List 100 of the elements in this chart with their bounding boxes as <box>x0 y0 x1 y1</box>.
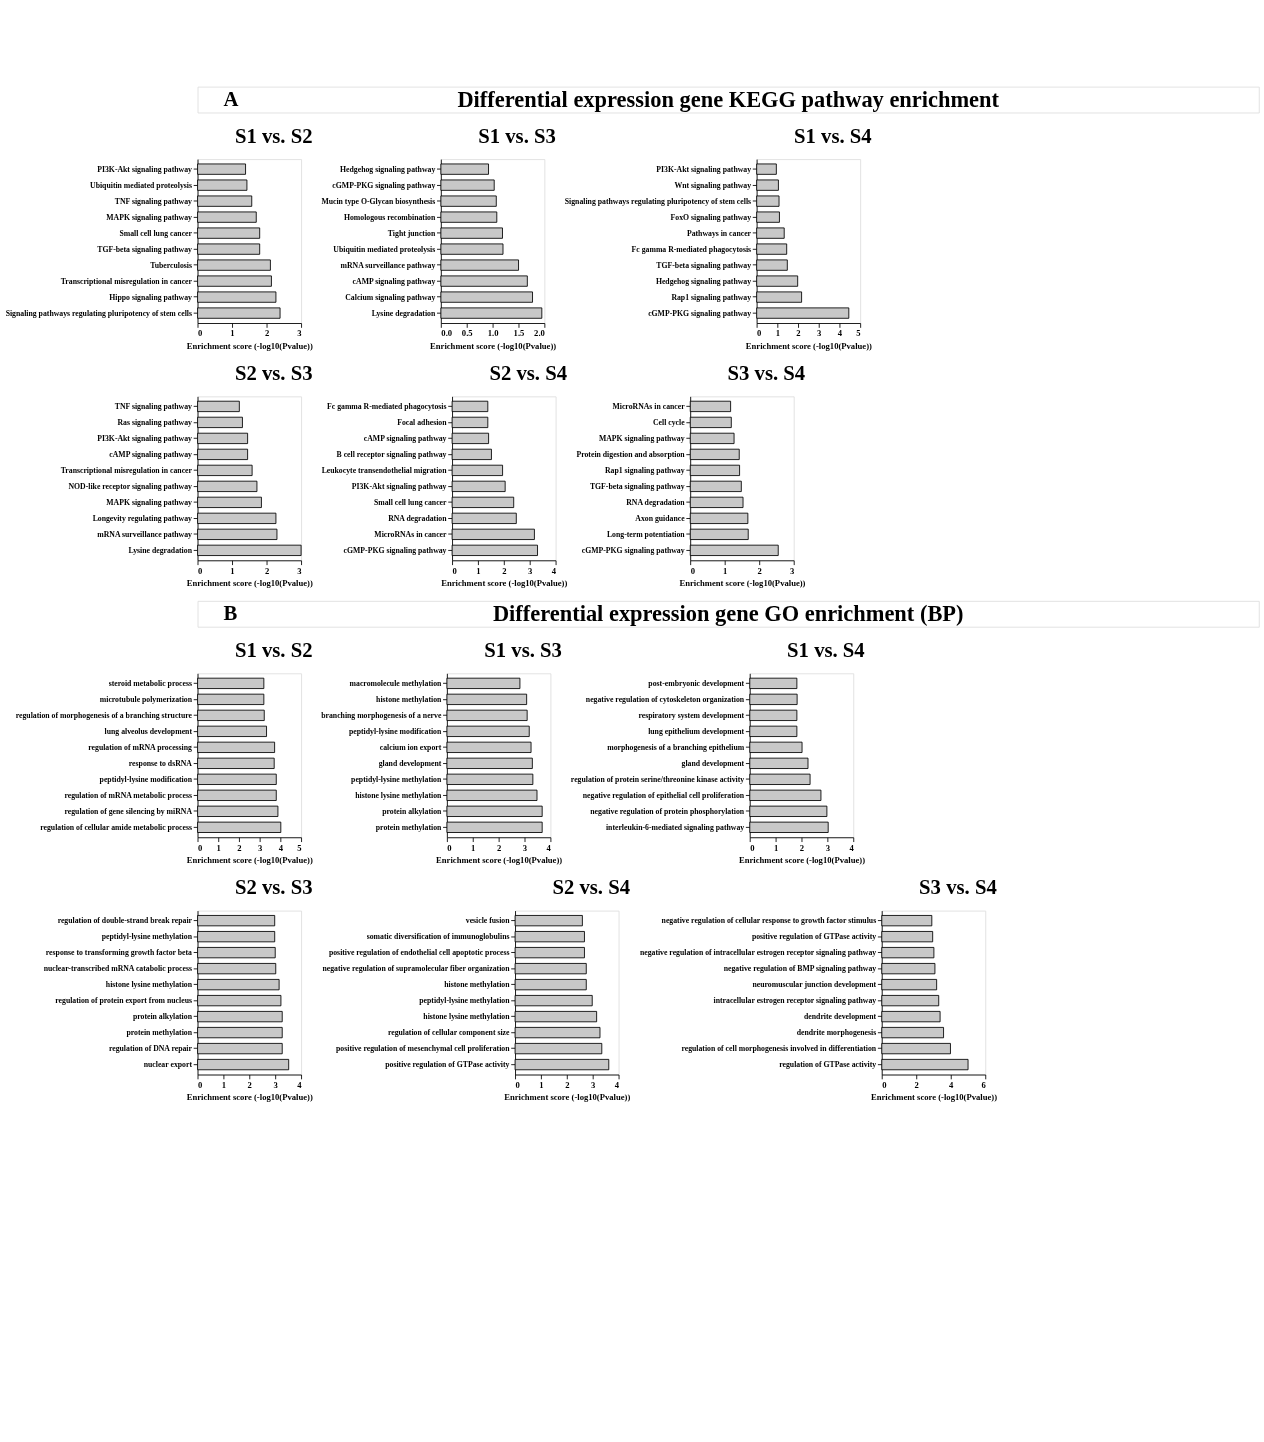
x-tick-label: 1 <box>539 1079 544 1090</box>
x-tick-label: 2 <box>237 842 242 853</box>
y-tick-label: gland development <box>681 758 745 768</box>
y-tick-label: regulation of cellular amide metabolic process <box>40 822 192 832</box>
x-tick-label: 3 <box>789 565 795 576</box>
x-tick-label: 3 <box>273 1079 279 1090</box>
x-tick-label: 0 <box>198 1079 203 1090</box>
y-tick-label: dendrite development <box>804 1012 877 1022</box>
x-axis-title: Enrichment score (-log10(Pvalue)) <box>436 854 563 865</box>
y-tick-label: Long-term potentiation <box>606 529 686 539</box>
y-tick-label: histone lysine methylation <box>105 980 193 990</box>
y-tick-label: peptidyl-lysine methylation <box>419 996 511 1006</box>
x-axis-title: Enrichment score (-log10(Pvalue)) <box>679 577 806 588</box>
x-tick-label: 2 <box>502 565 507 576</box>
y-tick-label: TGF-beta signaling pathway <box>589 481 685 491</box>
chart-title: S1 vs. S3 <box>478 124 556 147</box>
x-axis-title: Enrichment score (-log10(Pvalue)) <box>186 1092 313 1103</box>
x-tick-label: 3 <box>522 842 528 853</box>
y-tick-label: PI3K-Akt signaling pathway <box>97 164 193 174</box>
x-tick-label: 0 <box>515 1079 520 1090</box>
chart-title: S2 vs. S3 <box>234 876 313 899</box>
x-tick-label: 0 <box>198 842 203 853</box>
y-tick-label: Tuberculosis <box>150 260 192 270</box>
y-tick-label: dendrite morphogenesis <box>796 1028 877 1038</box>
y-tick-label: Tight junction <box>387 228 436 238</box>
x-tick-label: 5 <box>297 842 302 853</box>
x-tick-label: 2 <box>757 565 762 576</box>
x-tick-label: 0.0 <box>441 328 453 339</box>
y-tick-label: MAPK signaling pathway <box>106 497 193 507</box>
y-tick-label: nuclear-transcribed mRNA catabolic process <box>43 964 192 974</box>
y-tick-label: cGMP-PKG signaling pathway <box>343 545 447 555</box>
x-tick-label: 4 <box>551 565 557 576</box>
y-tick-label: negative regulation of protein phosphorylation <box>590 806 745 816</box>
y-tick-label: negative regulation of BMP signaling pathway <box>723 964 877 974</box>
x-tick-label: 4 <box>849 842 855 853</box>
x-tick-label: 1 <box>230 328 235 339</box>
x-axis-title: Enrichment score (-log10(Pvalue)) <box>186 340 313 351</box>
y-tick-label: Ubiquitin mediated proteolysis <box>333 244 436 254</box>
y-tick-label: cAMP signaling pathway <box>109 449 193 459</box>
x-tick-label: 1 <box>230 565 235 576</box>
x-tick-label: 4 <box>278 842 284 853</box>
y-tick-label: regulation of mRNA processing <box>88 742 193 752</box>
y-tick-label: nuclear export <box>143 1060 193 1070</box>
y-tick-label: positive regulation of endothelial cell apoptotic process <box>328 948 510 958</box>
x-tick-label: 4 <box>614 1079 620 1090</box>
y-tick-label: Signaling pathways regulating pluripotency of stem cells <box>564 196 752 206</box>
x-axis-title: Enrichment score (-log10(Pvalue)) <box>441 577 568 588</box>
chart-title: S1 vs. S4 <box>794 124 872 147</box>
chart-title: S1 vs. S2 <box>234 124 313 147</box>
y-tick-label: FoxO signaling pathway <box>670 212 752 222</box>
chart-title: S3 vs. S4 <box>919 876 997 899</box>
y-tick-label: regulation of cellular component size <box>387 1028 511 1038</box>
y-tick-label: lung alveolus development <box>104 726 193 736</box>
y-tick-label: negative regulation of epithelial cell proliferation <box>582 790 745 800</box>
y-tick-label: negative regulation of cytoskeleton organization <box>585 694 745 704</box>
x-tick-label: 2 <box>565 1079 570 1090</box>
text: A <box>223 87 239 110</box>
y-tick-label: peptidyl-lysine methylation <box>101 932 193 942</box>
y-tick-label: Cell cycle <box>652 418 686 427</box>
y-tick-label: B cell receptor signaling pathway <box>336 449 447 459</box>
x-tick-label: 2 <box>496 842 502 853</box>
x-tick-label: 3 <box>591 1079 597 1090</box>
y-tick-label: TNF signaling pathway <box>114 402 193 411</box>
y-tick-label: positive regulation of GTPase activity <box>751 932 877 942</box>
y-tick-label: morphogenesis of a branching epithelium <box>607 742 745 752</box>
y-tick-label: Lysine degradation <box>128 545 193 555</box>
y-tick-label: Transcriptional misregulation in cancer <box>60 465 193 475</box>
y-tick-label: negative regulation of cellular response to growth factor stimulus <box>661 916 877 926</box>
y-tick-label: PI3K-Akt signaling pathway <box>97 433 193 443</box>
y-tick-label: protein methylation <box>375 822 443 832</box>
y-tick-label: histone methylation <box>444 980 511 990</box>
y-tick-label: Rap1 signaling pathway <box>604 465 685 475</box>
y-tick-label: histone methylation <box>376 694 443 704</box>
x-tick-label: 0 <box>882 1079 887 1090</box>
y-tick-label: positive regulation of GTPase activity <box>385 1060 510 1070</box>
y-tick-label: mRNA surveillance pathway <box>97 529 193 539</box>
x-tick-label: 2 <box>799 842 805 853</box>
y-tick-label: positive regulation of mesenchymal cell proliferation <box>336 1044 511 1054</box>
chart-title: S2 vs. S3 <box>234 362 313 385</box>
x-tick-label: 0 <box>198 328 203 339</box>
x-tick-label: 0 <box>690 565 695 576</box>
x-tick-label: 1 <box>723 565 728 576</box>
chart-title: S1 vs. S2 <box>234 638 313 661</box>
x-tick-label: 0 <box>750 842 755 853</box>
y-tick-label: Focal adhesion <box>397 418 448 427</box>
x-tick-label: 4 <box>297 1079 303 1090</box>
x-axis-title: Enrichment score (-log10(Pvalue)) <box>186 854 313 865</box>
y-tick-label: calcium ion export <box>379 742 442 752</box>
x-axis-title: Enrichment score (-log10(Pvalue)) <box>738 854 866 865</box>
y-tick-label: negative regulation of intracellular estrogen receptor signaling pathway <box>639 948 877 958</box>
x-tick-label: 1 <box>471 842 476 853</box>
chart-title: S1 vs. S4 <box>787 638 865 661</box>
y-tick-label: Leukocyte transendothelial migration <box>321 465 448 475</box>
x-tick-label: 0 <box>447 842 452 853</box>
x-tick-label: 3 <box>257 842 263 853</box>
y-tick-label: Rap1 signaling pathway <box>671 292 752 302</box>
y-tick-label: Hedgehog signaling pathway <box>340 164 436 174</box>
y-tick-label: regulation of gene silencing by miRNA <box>64 806 193 816</box>
y-tick-label: histone lysine methylation <box>423 1012 511 1022</box>
y-tick-label: cAMP signaling pathway <box>352 276 436 286</box>
